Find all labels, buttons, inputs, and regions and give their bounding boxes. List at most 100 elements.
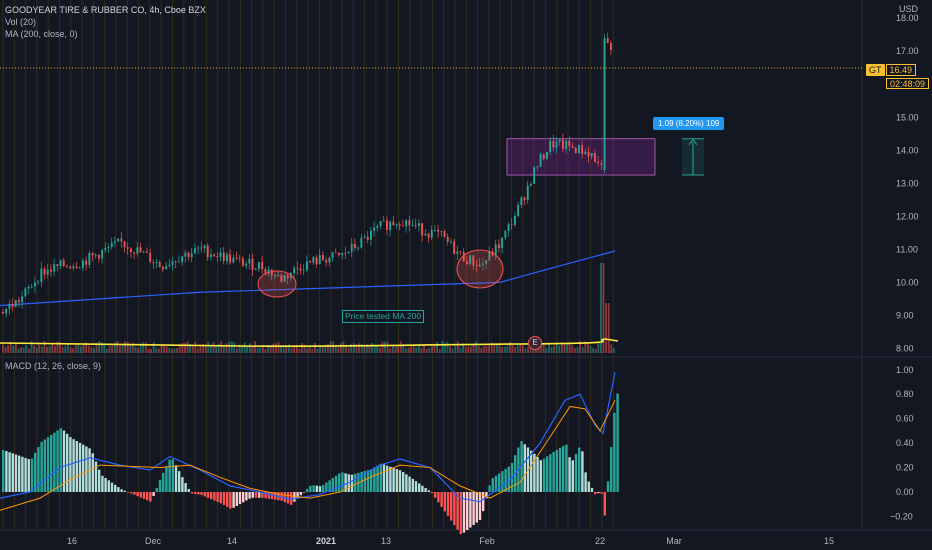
volume-bar: [100, 342, 103, 353]
candle-body: [235, 257, 238, 259]
symbol-title[interactable]: GOODYEAR TIRE & RUBBER CO, 4h, Cboe BZX: [5, 5, 206, 15]
candle-body: [322, 254, 324, 260]
volume-bar: [571, 345, 574, 353]
macd-histogram-bar: [539, 460, 542, 492]
macd-histogram-bar: [418, 483, 421, 492]
candle-body: [277, 275, 280, 276]
macd-histogram-bar: [75, 441, 78, 492]
macd-histogram-bar: [107, 480, 110, 492]
candle-body: [382, 220, 385, 222]
volume-bar: [415, 347, 418, 353]
ma-indicator-label[interactable]: MA (200, close, 0): [5, 29, 78, 39]
candle-body: [504, 230, 507, 238]
macd-histogram-bar: [507, 466, 510, 492]
candle-body: [597, 161, 600, 164]
candle-body: [587, 151, 590, 157]
candle-body: [488, 251, 491, 261]
macd-histogram-bar: [37, 447, 40, 492]
candle-body: [168, 264, 171, 266]
volume-bar: [87, 345, 90, 353]
candle-body: [155, 262, 158, 264]
volume-bar: [516, 343, 519, 353]
candle-body: [350, 243, 353, 252]
volume-bar: [210, 345, 212, 353]
volume-bar: [46, 347, 48, 353]
candle-body: [610, 43, 612, 50]
price-tick-label: 12.00: [896, 211, 919, 221]
candle-body: [174, 261, 177, 263]
macd-histogram-bar: [85, 446, 88, 492]
candle-body: [34, 282, 36, 287]
price-axis[interactable]: 8.009.0010.0011.0012.0013.0014.0015.0016…: [890, 13, 919, 521]
macd-histogram-bar: [168, 459, 171, 492]
candle-body: [130, 248, 132, 253]
macd-histogram-bar: [245, 492, 248, 501]
macd-histogram-bar: [491, 478, 494, 492]
volume-bar: [444, 342, 446, 353]
candle-body: [254, 268, 257, 270]
candle-body: [283, 275, 286, 282]
volume-bar: [350, 344, 353, 353]
volume-bar: [251, 346, 254, 353]
volume-bar: [204, 345, 207, 353]
candle-body: [8, 304, 11, 309]
candle-body: [328, 257, 331, 263]
macd-histogram-bar: [494, 475, 498, 492]
volume-bar: [298, 348, 301, 353]
volume-bar: [558, 345, 561, 353]
volume-bar: [412, 344, 415, 353]
macd-histogram-bar: [565, 444, 568, 492]
volume-bar: [355, 344, 358, 353]
macd-tick-label: 0.60: [896, 414, 914, 424]
volume-bar: [433, 343, 436, 353]
volume-indicator-label[interactable]: Vol (20): [5, 17, 37, 27]
macd-histogram-bar: [62, 430, 66, 492]
candle-body: [152, 262, 155, 264]
macd-histogram-bar: [411, 478, 414, 492]
time-axis[interactable]: 16 Dec 14 2021 13 Feb 22 Mar 15: [67, 536, 834, 546]
measure-arrow-head: [688, 138, 698, 146]
candle-body: [24, 288, 27, 297]
macd-histogram-bar: [46, 437, 50, 492]
candle-body: [123, 241, 126, 248]
volume-bar: [22, 347, 25, 353]
candle-body: [11, 304, 14, 307]
candle-body: [466, 261, 468, 264]
macd-histogram-bar: [478, 492, 482, 521]
macd-histogram-bar: [437, 492, 440, 503]
macd-indicator-label[interactable]: MACD (12, 26, close, 9): [5, 361, 102, 371]
volume-bar: [69, 347, 72, 353]
candle-body: [520, 197, 523, 205]
time-tick-label: 22: [595, 536, 605, 546]
candle-body: [514, 216, 516, 225]
macd-histogram-bar: [402, 472, 405, 492]
macd-histogram-bar: [178, 471, 181, 492]
macd-histogram-bar: [280, 492, 283, 501]
volume-bar: [116, 341, 119, 353]
candle-body: [280, 275, 283, 282]
macd-histogram-bar: [261, 492, 264, 498]
volume-bar: [134, 346, 137, 353]
macd-pane[interactable]: [0, 372, 619, 535]
signal-line: [0, 400, 616, 511]
candle-body: [309, 261, 312, 263]
macd-histogram-bar: [82, 444, 85, 492]
macd-histogram-bar: [270, 492, 274, 500]
candle-body: [293, 267, 296, 274]
earnings-marker[interactable]: E: [528, 336, 542, 350]
volume-bar: [470, 346, 472, 353]
volume-bar: [48, 346, 51, 353]
candle-body: [571, 146, 574, 148]
price-tag-symbol: GT: [866, 64, 885, 76]
candle-body: [184, 252, 187, 257]
candle-body: [482, 263, 484, 265]
candle-body: [440, 231, 443, 233]
volume-bar: [262, 344, 264, 353]
price-pane[interactable]: [0, 32, 862, 353]
volume-bar: [392, 346, 394, 353]
price-tested-annotation[interactable]: Price tested MA 200: [342, 310, 425, 323]
volume-bar: [197, 348, 199, 353]
macd-histogram-bar: [434, 492, 437, 498]
candle-body: [427, 233, 430, 238]
